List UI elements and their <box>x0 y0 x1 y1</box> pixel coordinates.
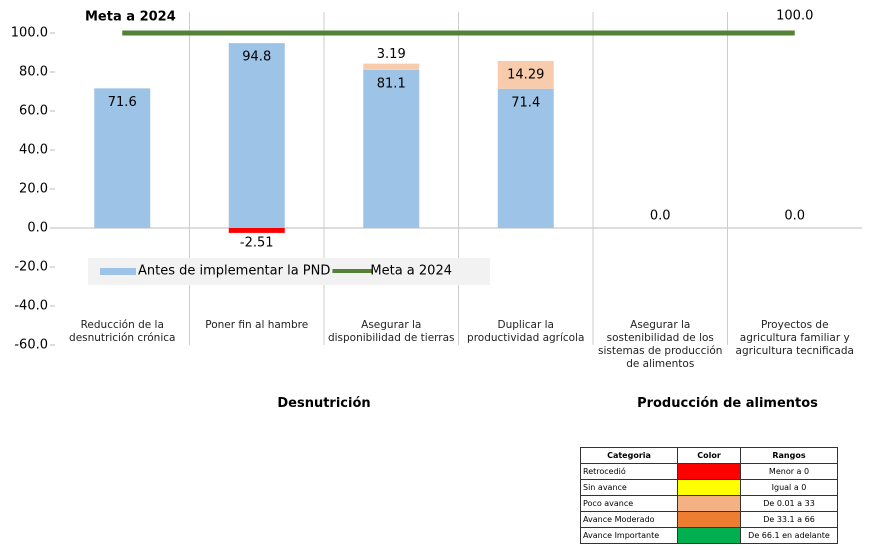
table-row: Avance Importante De 66.1 en adelante <box>580 527 838 544</box>
data-label: 100.0 <box>776 9 813 24</box>
data-label: 14.29 <box>507 67 544 82</box>
group-label: Producción de alimentos <box>637 396 818 411</box>
y-tick-label: -60.0 <box>14 338 48 353</box>
y-tick-label: -20.0 <box>14 260 48 275</box>
x-tick-label: Asegurar la disponibilidad de tierras <box>327 319 455 344</box>
category-cell: Sin avance <box>580 479 678 496</box>
category-cell: Avance Importante <box>580 527 678 544</box>
category-cell: Avance Moderado <box>580 511 678 528</box>
chart-title: Meta a 2024 <box>85 10 176 25</box>
bar <box>228 43 285 228</box>
legend-label: Antes de implementar la PND <box>138 264 330 279</box>
x-tick-label: Reducción de la desnutrición crónica <box>69 319 176 344</box>
y-tick-label: 0.0 <box>27 221 48 236</box>
data-label: 71.4 <box>511 95 540 110</box>
table-row: Avance Moderado De 33.1 a 66 <box>580 511 838 528</box>
bar <box>363 69 420 228</box>
bar <box>228 228 285 233</box>
color-cell <box>677 495 741 512</box>
color-cell <box>677 527 741 544</box>
table-row: Poco avance De 0.01 a 33 <box>580 495 838 512</box>
bar <box>497 88 554 229</box>
bar <box>363 63 420 70</box>
y-tick-label: 40.0 <box>19 143 48 158</box>
table-row: Sin avance Igual a 0 <box>580 479 838 496</box>
y-tick-label: -40.0 <box>14 299 48 314</box>
data-label: 0.0 <box>784 209 805 224</box>
data-label: 81.1 <box>377 76 406 91</box>
range-cell: Menor a 0 <box>740 463 838 480</box>
group-label: Desnutrición <box>277 396 371 411</box>
color-cell <box>677 479 741 496</box>
legend-swatch <box>100 268 136 275</box>
y-tick-label: 80.0 <box>19 65 48 80</box>
range-cell: Igual a 0 <box>740 479 838 496</box>
x-tick-label: Asegurar la sostenibilidad de los sistem… <box>598 319 723 370</box>
y-tick-label: 100.0 <box>11 26 48 41</box>
header-cell: Rangos <box>740 447 838 464</box>
x-tick-label: Proyectos de agricultura familiar y agri… <box>735 319 854 357</box>
category-cell: Retrocedió <box>580 463 678 480</box>
data-label: -2.51 <box>240 235 274 250</box>
x-tick-label: Duplicar la productividad agrícola <box>467 319 585 344</box>
category-cell: Poco avance <box>580 495 678 512</box>
bar <box>94 88 151 228</box>
color-cell <box>677 511 741 528</box>
header-cell: Categoria <box>580 447 678 464</box>
legend-box <box>88 258 490 285</box>
table-row: Retrocedió Menor a 0 <box>580 463 838 480</box>
table-header: Categoria Color Rangos <box>580 447 838 464</box>
y-tick-label: 60.0 <box>19 104 48 119</box>
range-cell: De 0.01 a 33 <box>740 495 838 512</box>
data-label: 3.19 <box>377 47 406 62</box>
data-label: 0.0 <box>650 209 671 224</box>
data-label: 94.8 <box>242 50 271 65</box>
legend-label: Meta a 2024 <box>370 264 452 279</box>
data-label: 71.6 <box>108 95 137 110</box>
header-cell: Color <box>677 447 741 464</box>
color-cell <box>677 463 741 480</box>
y-tick-label: 20.0 <box>19 182 48 197</box>
bar <box>497 60 554 89</box>
range-cell: De 66.1 en adelante <box>740 527 838 544</box>
range-cell: De 33.1 a 66 <box>740 511 838 528</box>
x-tick-label: Poner fin al hambre <box>205 319 309 331</box>
